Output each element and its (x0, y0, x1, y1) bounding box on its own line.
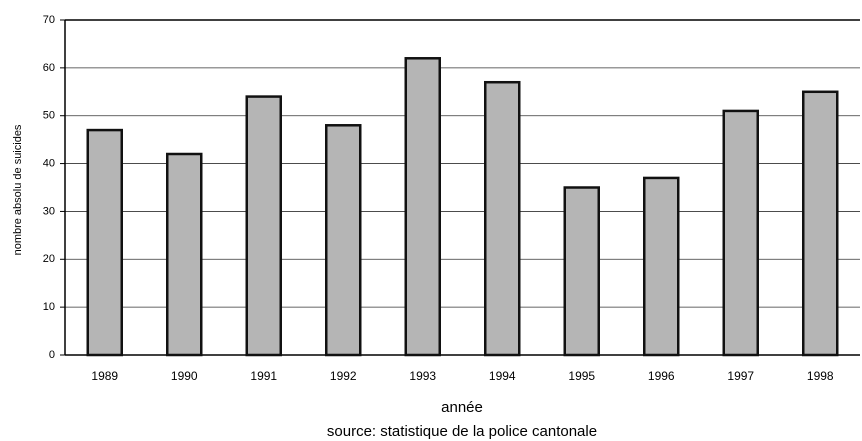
bar (802, 90, 839, 357)
bar (166, 152, 203, 357)
y-tick-label: 40 (43, 157, 55, 169)
x-tick-label: 1989 (91, 369, 118, 383)
x-tick-label: 1991 (250, 369, 277, 383)
bar (563, 186, 600, 357)
x-tick-label: 1996 (648, 369, 675, 383)
y-tick-label: 20 (43, 253, 55, 265)
y-tick-label: 10 (43, 301, 55, 313)
bar (484, 80, 521, 357)
source-note: source: statistique de la police cantona… (327, 423, 597, 440)
y-axis-label: nombre absolu de suicides (12, 124, 24, 255)
bar (325, 124, 362, 357)
x-tick-label: 1998 (807, 369, 834, 383)
x-tick-label: 1997 (727, 369, 754, 383)
y-tick-label: 0 (49, 349, 55, 361)
y-tick-label: 60 (43, 62, 55, 74)
y-tick-label: 50 (43, 110, 55, 122)
bar (86, 128, 123, 357)
bar (643, 176, 680, 357)
y-tick-label: 30 (43, 205, 55, 217)
x-tick-label: 1990 (171, 369, 198, 383)
x-tick-label: 1992 (330, 369, 357, 383)
x-tick-label: 1995 (568, 369, 595, 383)
x-tick-label: 1994 (489, 369, 516, 383)
x-axis-label: année (441, 399, 483, 416)
bar (404, 57, 441, 357)
bar (722, 109, 759, 357)
y-tick-label: 70 (43, 14, 55, 26)
bar (245, 95, 282, 357)
x-tick-label: 1993 (409, 369, 436, 383)
